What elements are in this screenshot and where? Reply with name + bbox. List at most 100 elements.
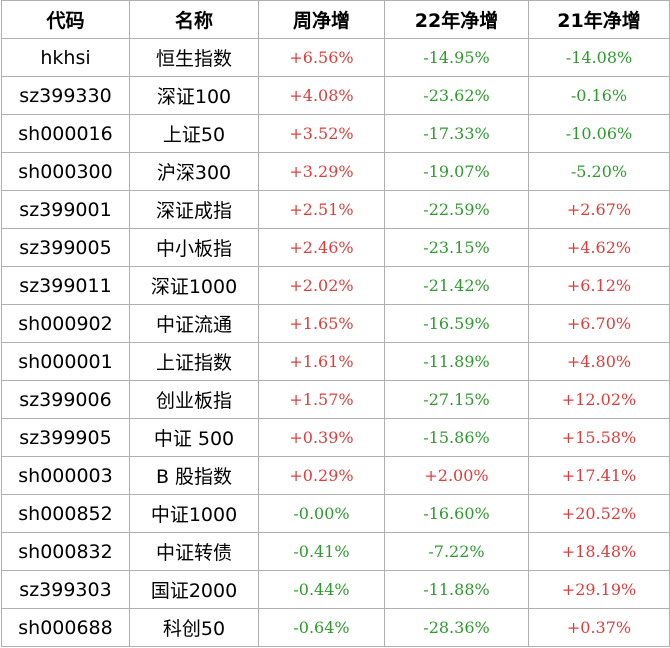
table-cell: 中证1000 [129, 494, 259, 533]
table-cell: -23.15% [384, 228, 529, 267]
table-row: sh000016 上证50 +3.52% -17.33% -10.06% [1, 114, 670, 153]
table-cell: -0.64% [258, 608, 385, 647]
table-cell: sz399905 [1, 418, 130, 457]
header-cell: 周净增 [258, 0, 385, 39]
header-cell: 22年净增 [384, 0, 529, 39]
table-cell: -0.44% [258, 570, 385, 609]
table-cell: sz399005 [1, 228, 130, 267]
table-cell: -11.88% [384, 570, 529, 609]
table-cell: sz399006 [1, 380, 130, 419]
table-cell: 沪深300 [129, 152, 259, 191]
table-cell: sh000001 [1, 342, 130, 381]
table-cell: sz399330 [1, 76, 130, 115]
table-cell: +4.80% [528, 342, 670, 381]
table-cell: 国证2000 [129, 570, 259, 609]
header-cell: 21年净增 [528, 0, 670, 39]
table-cell: +3.29% [258, 152, 385, 191]
table-cell: sh000688 [1, 608, 130, 647]
table-cell: -16.60% [384, 494, 529, 533]
table-cell: hkhsi [1, 38, 130, 77]
table-cell: sz399303 [1, 570, 130, 609]
table-cell: 科创50 [129, 608, 259, 647]
table-cell: sh000832 [1, 532, 130, 571]
table-cell: -0.00% [258, 494, 385, 533]
table-cell: -5.20% [528, 152, 670, 191]
table-cell: +12.02% [528, 380, 670, 419]
table-cell: +2.00% [384, 456, 529, 495]
table-row: sh000832 中证转债 -0.41% -7.22% +18.48% [1, 532, 670, 571]
table-cell: +4.62% [528, 228, 670, 267]
table-cell: +2.02% [258, 266, 385, 305]
table-cell: 恒生指数 [129, 38, 259, 77]
table-cell: +1.61% [258, 342, 385, 381]
table-cell: -0.41% [258, 532, 385, 571]
table-cell: +2.67% [528, 190, 670, 229]
header-row: 代码 名称 周净增 22年净增 21年净增 [1, 0, 670, 39]
table-cell: +17.41% [528, 456, 670, 495]
table-cell: 深证100 [129, 76, 259, 115]
header-cell: 代码 [1, 0, 130, 39]
table-cell: +20.52% [528, 494, 670, 533]
table-cell: +3.52% [258, 114, 385, 153]
table-cell: +0.37% [528, 608, 670, 647]
table-cell: +6.56% [258, 38, 385, 77]
table-row: hkhsi 恒生指数 +6.56% -14.95% -14.08% [1, 38, 670, 77]
table-cell: +1.57% [258, 380, 385, 419]
table-cell: +18.48% [528, 532, 670, 571]
table-cell: 中证 500 [129, 418, 259, 457]
table-cell: 上证50 [129, 114, 259, 153]
table-row: sh000300 沪深300 +3.29% -19.07% -5.20% [1, 152, 670, 191]
table-cell: sh000003 [1, 456, 130, 495]
table-cell: 深证成指 [129, 190, 259, 229]
table-row: sz399303 国证2000 -0.44% -11.88% +29.19% [1, 570, 670, 609]
table-cell: 中证流通 [129, 304, 259, 343]
table-body: hkhsi 恒生指数 +6.56% -14.95% -14.08% sz399330 深证1… [1, 38, 670, 647]
header-cell: 名称 [129, 0, 259, 39]
table-row: sz399905 中证 500 +0.39% -15.86% +15.58% [1, 418, 670, 457]
table-row: sz399001 深证成指 +2.51% -22.59% +2.67% [1, 190, 670, 229]
table-cell: -19.07% [384, 152, 529, 191]
table-cell: -21.42% [384, 266, 529, 305]
table-row: sh000852 中证1000 -0.00% -16.60% +20.52% [1, 494, 670, 533]
table-row: sz399005 中小板指 +2.46% -23.15% +4.62% [1, 228, 670, 267]
table-cell: -10.06% [528, 114, 670, 153]
table-cell: B 股指数 [129, 456, 259, 495]
table-cell: -7.22% [384, 532, 529, 571]
table-row: sz399006 创业板指 +1.57% -27.15% +12.02% [1, 380, 670, 419]
table-cell: +4.08% [258, 76, 385, 115]
table-cell: sz399011 [1, 266, 130, 305]
table-row: sh000001 上证指数 +1.61% -11.89% +4.80% [1, 342, 670, 381]
table-cell: -28.36% [384, 608, 529, 647]
table-cell: +6.12% [528, 266, 670, 305]
table-row: sz399011 深证1000 +2.02% -21.42% +6.12% [1, 266, 670, 305]
table-cell: -27.15% [384, 380, 529, 419]
table-cell: +1.65% [258, 304, 385, 343]
table-cell: sh000852 [1, 494, 130, 533]
table-row: sh000003 B 股指数 +0.29% +2.00% +17.41% [1, 456, 670, 495]
table-cell: +0.39% [258, 418, 385, 457]
table-cell: -0.16% [528, 76, 670, 115]
table-cell: -17.33% [384, 114, 529, 153]
table-cell: -16.59% [384, 304, 529, 343]
table-cell: +0.29% [258, 456, 385, 495]
table-cell: +29.19% [528, 570, 670, 609]
table-cell: -14.08% [528, 38, 670, 77]
table-cell: 创业板指 [129, 380, 259, 419]
table-row: sz399330 深证100 +4.08% -23.62% -0.16% [1, 76, 670, 115]
table-cell: +2.46% [258, 228, 385, 267]
table-cell: 中小板指 [129, 228, 259, 267]
table-cell: -14.95% [384, 38, 529, 77]
table-cell: +2.51% [258, 190, 385, 229]
table-cell: -22.59% [384, 190, 529, 229]
table-cell: -23.62% [384, 76, 529, 115]
table-cell: +6.70% [528, 304, 670, 343]
table-cell: 中证转债 [129, 532, 259, 571]
table-cell: 深证1000 [129, 266, 259, 305]
table-cell: -15.86% [384, 418, 529, 457]
table-cell: -11.89% [384, 342, 529, 381]
table-cell: sh000902 [1, 304, 130, 343]
table-cell: +15.58% [528, 418, 670, 457]
table-cell: sz399001 [1, 190, 130, 229]
table-row: sh000688 科创50 -0.64% -28.36% +0.37% [1, 608, 670, 647]
